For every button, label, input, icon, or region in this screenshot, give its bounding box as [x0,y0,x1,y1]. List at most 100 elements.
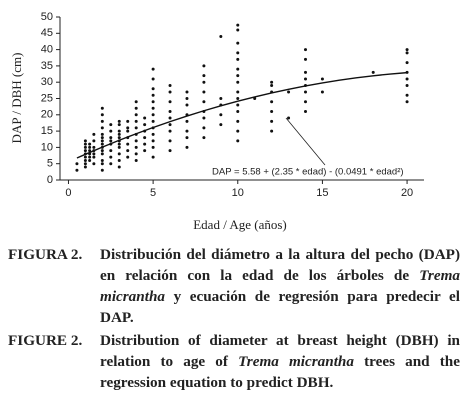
x-tick-label: 5 [150,187,156,199]
y-tick-label: 0 [47,174,53,186]
caption-label: FIGURA 2. [8,246,83,263]
point [185,136,189,140]
y-axis-title: DAP / DBH (cm) [9,53,24,144]
point [219,97,223,100]
point [270,83,274,87]
point [202,100,206,104]
point [126,142,130,146]
chart: DAP / DBH (cm) Edad / Age (años) DAP = 5… [9,11,424,232]
point [92,152,96,156]
y-tick-label: 25 [41,92,53,104]
point [134,145,138,149]
point [126,126,130,130]
point [83,158,87,162]
point [151,93,155,97]
point [303,57,307,61]
point [117,165,121,169]
point [100,113,104,117]
point [168,100,172,104]
point [83,165,87,169]
point [100,136,104,140]
point [75,168,79,172]
point [92,155,96,159]
point [151,67,155,71]
point [168,123,172,127]
point [117,129,121,133]
point [168,139,172,143]
point [405,100,409,104]
point [92,139,96,143]
point [75,162,79,166]
point [219,123,223,127]
point [202,126,206,130]
point [143,149,147,153]
point [151,119,155,123]
point [151,100,155,104]
x-tick-label: 0 [65,187,71,199]
point [92,132,96,136]
point [202,136,206,140]
point [83,142,87,146]
point [143,136,147,140]
point [303,70,307,74]
point [405,61,409,65]
point [236,23,240,27]
y-tick-label: 35 [41,60,53,72]
point [83,139,87,143]
point [134,113,138,117]
point [117,136,121,140]
point [405,48,409,52]
point [270,80,274,84]
point [134,139,138,143]
point [185,90,189,94]
caption-species: Trema micrantha [100,267,460,305]
point [185,145,189,149]
point [270,119,274,123]
point [109,139,113,143]
point [126,119,130,123]
point [236,28,240,32]
point [134,100,138,104]
point [100,152,104,156]
point [405,83,409,87]
point [151,132,155,136]
x-tick-label: 15 [316,187,328,199]
point [202,116,206,120]
point [236,41,240,45]
point [143,123,147,127]
caption-species: Trema micrantha [238,353,354,370]
point [151,87,155,91]
point [236,103,240,107]
y-tick-label: 5 [47,158,53,170]
point [117,119,121,123]
point [287,90,291,94]
point [134,158,138,162]
point [320,90,324,94]
y-tick-label: 15 [41,125,53,137]
point [168,90,172,94]
point [117,158,121,162]
point [88,158,92,162]
x-tick-label: 10 [232,187,244,199]
point [83,149,87,153]
point [109,136,113,140]
point [219,113,223,117]
point [270,100,274,104]
point [371,70,375,74]
point [236,51,240,55]
point [202,80,206,84]
point [126,129,130,133]
point [287,116,291,120]
point [303,90,307,94]
point [126,155,130,159]
point [92,162,96,166]
point [303,110,307,114]
point [202,64,206,68]
point [100,158,104,162]
point [100,168,104,172]
point [236,119,240,123]
caption-en: FIGURE 2. Distribution of diameter at bre… [8,330,460,393]
point [270,129,274,133]
point [134,152,138,156]
point [236,110,240,114]
